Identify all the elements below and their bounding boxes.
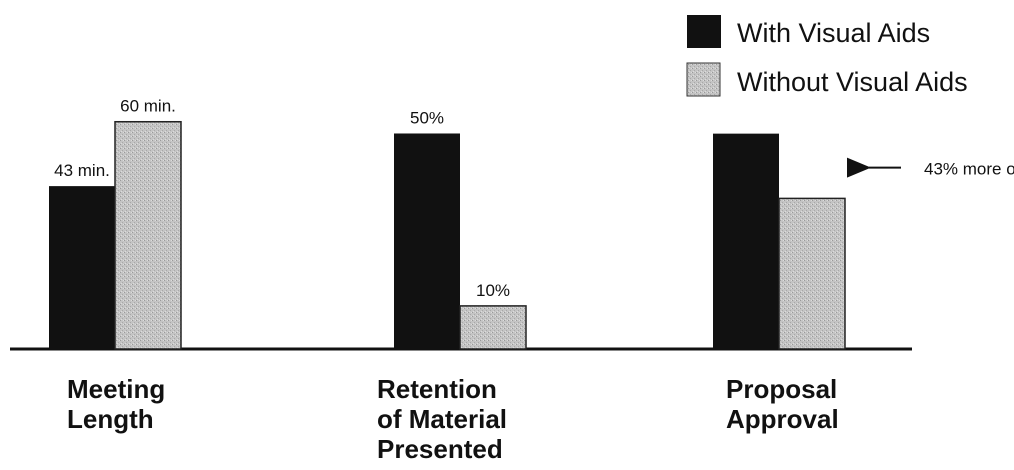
bar-meeting-length-with-visual-aids xyxy=(49,186,115,349)
data-label-retention-of-material-presented-with-visual-aids: 50% xyxy=(410,108,444,127)
bar-proposal-approval-without-visual-aids xyxy=(778,197,846,350)
annotation-label: 43% more often xyxy=(924,160,1014,179)
legend-label-with-visual-aids: With Visual Aids xyxy=(737,18,930,48)
bar-proposal-approval-with-visual-aids xyxy=(713,133,779,349)
legend-label-without-visual-aids: Without Visual Aids xyxy=(737,67,968,97)
data-label-retention-of-material-presented-without-visual-aids: 10% xyxy=(476,281,510,300)
bar-retention-of-material-presented-with-visual-aids xyxy=(394,133,460,349)
labels-layer: 43 min. 60 min. Meeting Length 50% 10% Retenti… xyxy=(54,97,1014,464)
category-label-retention-of-material-presented: Retention of Material Presented xyxy=(377,374,507,464)
legend: With Visual Aids Without Visual Aids xyxy=(686,15,968,97)
data-label-meeting-length-without-visual-aids: 60 min. xyxy=(120,97,176,116)
data-label-meeting-length-with-visual-aids: 43 min. xyxy=(54,161,110,180)
legend-swatch-without-visual-aids xyxy=(686,62,721,97)
legend-swatch-with-visual-aids xyxy=(687,15,721,48)
category-label-meeting-length: Meeting Length xyxy=(67,374,165,434)
bars-layer xyxy=(49,120,846,350)
bar-retention-of-material-presented-without-visual-aids xyxy=(459,305,527,350)
bar-meeting-length-without-visual-aids xyxy=(114,120,182,350)
category-label-proposal-approval: Proposal Approval xyxy=(726,374,839,434)
